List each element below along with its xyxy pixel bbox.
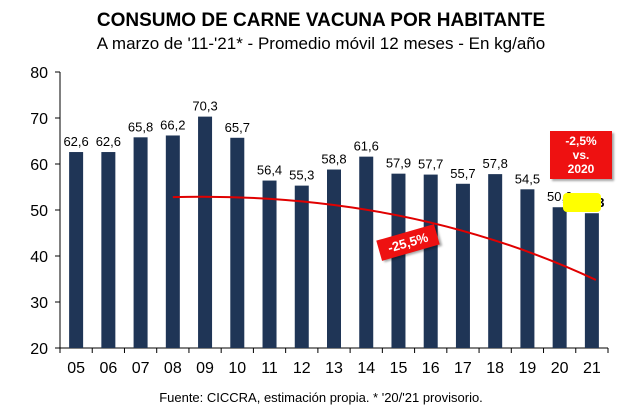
callout-line-1: -2,5% xyxy=(565,134,597,148)
value-label-07: 65,8 xyxy=(128,119,153,134)
x-tick-label-15: 15 xyxy=(390,360,408,377)
bar-06 xyxy=(101,152,116,348)
value-label-05: 62,6 xyxy=(63,134,88,149)
x-tick-label-21: 21 xyxy=(583,360,601,377)
value-label-08: 66,2 xyxy=(160,117,185,132)
bar-12 xyxy=(294,185,309,348)
value-label-09: 70,3 xyxy=(192,99,217,114)
bar-09 xyxy=(198,116,213,349)
bar-11 xyxy=(262,180,277,348)
value-label-13: 58,8 xyxy=(321,152,346,167)
y-tick-label: 50 xyxy=(30,203,48,220)
x-tick-label-20: 20 xyxy=(551,360,569,377)
bar-08 xyxy=(165,135,180,348)
change-vs-2020-callout: -2,5% vs. 2020 xyxy=(550,131,612,179)
x-tick-label-07: 07 xyxy=(132,360,150,377)
value-label-06: 62,6 xyxy=(96,134,121,149)
bar-10 xyxy=(230,137,245,348)
trend-curve xyxy=(172,195,597,281)
value-label-17: 55,7 xyxy=(450,166,475,181)
bar-14 xyxy=(359,156,374,348)
highlight-latest-value xyxy=(563,193,601,212)
x-tick-label-18: 18 xyxy=(486,360,504,377)
y-tick-label: 70 xyxy=(30,111,48,128)
chart-title: CONSUMO DE CARNE VACUNA POR HABITANTE xyxy=(96,10,546,31)
x-tick-label-19: 19 xyxy=(519,360,537,377)
x-tick-label-16: 16 xyxy=(422,360,440,377)
x-tick-label-06: 06 xyxy=(99,360,117,377)
value-label-15: 57,9 xyxy=(386,156,411,171)
bar-19 xyxy=(520,189,535,348)
x-tick-label-17: 17 xyxy=(454,360,472,377)
bar-05 xyxy=(69,152,84,348)
value-label-10: 65,7 xyxy=(225,120,250,135)
x-tick-label-11: 11 xyxy=(261,360,278,377)
x-tick-label-10: 10 xyxy=(228,360,246,377)
value-label-11: 56,4 xyxy=(257,163,282,178)
x-tick-label-09: 09 xyxy=(196,360,214,377)
callout-line-2: vs. xyxy=(572,148,590,162)
bar-15 xyxy=(391,173,406,348)
value-label-12: 55,3 xyxy=(289,168,314,183)
y-tick-label: 20 xyxy=(30,341,48,358)
value-label-18: 57,8 xyxy=(483,156,508,171)
bar-16 xyxy=(423,174,438,348)
bar-07 xyxy=(133,137,148,348)
x-tick-label-13: 13 xyxy=(325,360,343,377)
value-label-16: 57,7 xyxy=(418,157,443,172)
y-tick-label: 30 xyxy=(30,295,48,312)
x-tick-label-08: 08 xyxy=(164,360,182,377)
x-tick-label-05: 05 xyxy=(67,360,85,377)
y-tick-label: 80 xyxy=(30,65,48,82)
bar-13 xyxy=(327,169,341,348)
y-tick-label: 60 xyxy=(30,157,48,174)
source-note: Fuente: CICCRA, estimación propia. * '20… xyxy=(159,390,483,405)
chart-subtitle: A marzo de '11-'21* - Promedio móvil 12 … xyxy=(96,34,546,53)
bar-20 xyxy=(552,207,567,348)
x-tick-label-14: 14 xyxy=(357,360,375,377)
value-label-19: 54,5 xyxy=(515,171,540,186)
y-tick-label: 40 xyxy=(30,249,48,266)
bar-17 xyxy=(455,183,470,348)
bar-21 xyxy=(584,213,599,348)
bar-18 xyxy=(488,174,503,348)
x-tick-label-12: 12 xyxy=(293,360,311,377)
value-label-14: 61,6 xyxy=(354,139,379,154)
callout-line-3: 2020 xyxy=(567,162,595,176)
